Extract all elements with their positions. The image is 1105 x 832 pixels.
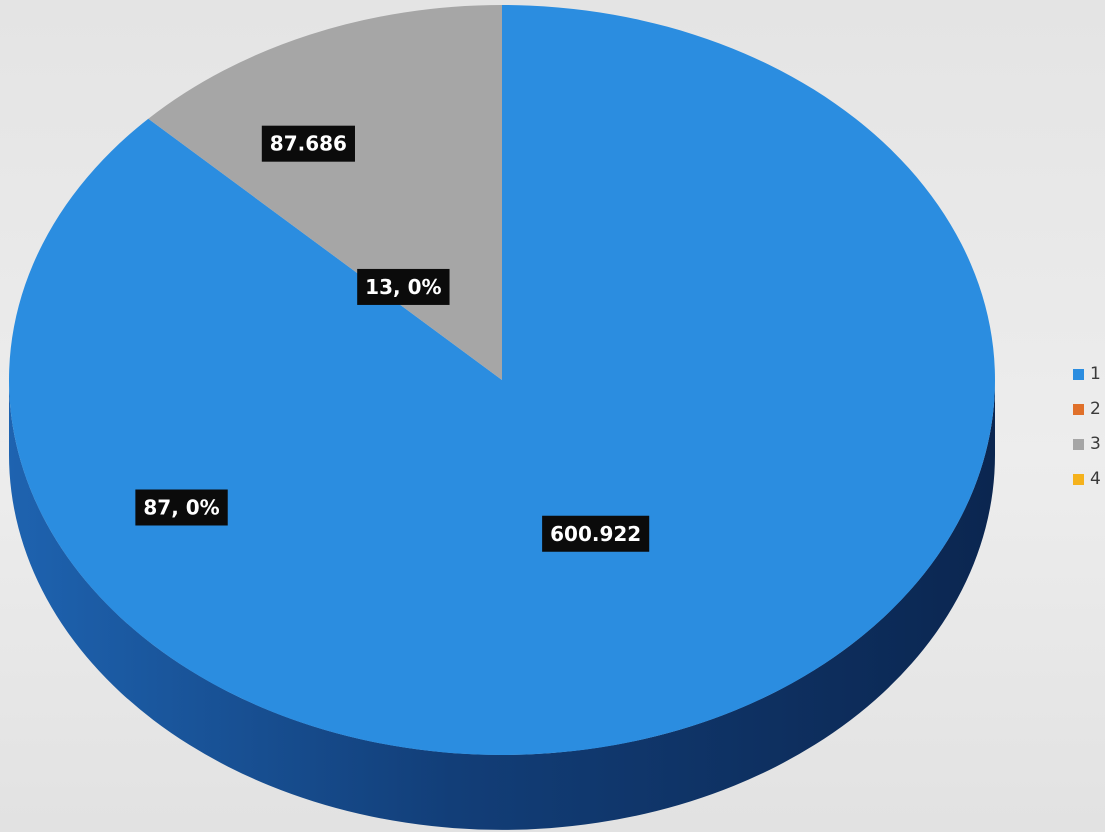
data-label-value-3-box [261, 125, 355, 162]
legend-item-4: 4 [1066, 467, 1105, 491]
legend-swatch-3 [1073, 438, 1084, 450]
pie-top-layer [8, 5, 995, 755]
legend-label-3: 3 [1090, 433, 1101, 454]
data-label-percent-1-group: 87, 0% [135, 489, 228, 526]
data-label-value-3: 87.686 [270, 132, 347, 156]
legend-swatch-1 [1073, 368, 1084, 380]
data-label-percent-3-box [357, 268, 450, 305]
legend-label-2: 2 [1090, 398, 1101, 419]
data-label-value-1-box [542, 515, 650, 552]
legend-item-2: 2 [1066, 397, 1105, 421]
data-label-percent-1-box [135, 489, 228, 526]
legend-item-1: 1 [1066, 362, 1105, 386]
pie-label-layer: 87, 0% 600.922 13, 0% 87.686 [135, 125, 650, 552]
legend-swatch-2 [1073, 403, 1084, 415]
legend-swatch-4 [1073, 473, 1084, 485]
data-label-value-1: 600.922 [550, 522, 641, 546]
data-label-percent-3: 13, 0% [365, 275, 441, 299]
pie-slice-1 [8, 5, 995, 755]
data-label-percent-1: 87, 0% [143, 496, 219, 520]
legend-label-4: 4 [1090, 468, 1101, 489]
data-label-value-1-group: 600.922 [542, 515, 650, 552]
data-label-percent-3-group: 13, 0% [357, 268, 450, 305]
legend-label-1: 1 [1090, 363, 1101, 384]
pie-slice-side-1 [9, 380, 995, 830]
legend-item-3: 3 [1066, 432, 1105, 456]
data-label-value-3-group: 87.686 [261, 125, 355, 162]
chart-legend: 1 2 3 4 [1066, 362, 1105, 502]
pie-side-layer [9, 380, 995, 830]
